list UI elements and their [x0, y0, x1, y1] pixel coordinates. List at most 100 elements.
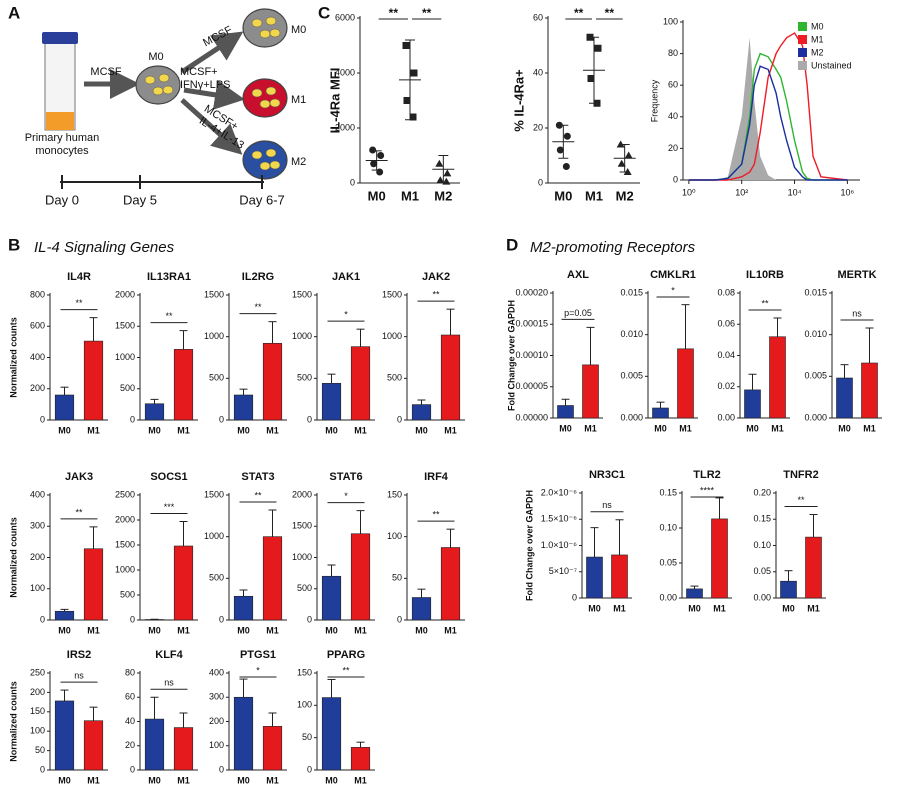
bar [861, 362, 878, 419]
point [624, 151, 633, 159]
cell-label: M1 [291, 94, 306, 106]
y-tick-label: 200 [209, 716, 224, 726]
y-tick-label: 400 [30, 352, 45, 362]
y-tick-label: 200 [30, 552, 45, 562]
bar [582, 364, 599, 419]
organelle [265, 16, 277, 26]
x-tick-label: M1 [177, 775, 190, 785]
chart-title: STAT3 [241, 471, 274, 483]
y-tick-label: 200 [30, 687, 45, 697]
x-tick-label: M0 [58, 425, 71, 435]
organelle [269, 98, 281, 108]
x-tick-label: M0 [325, 425, 338, 435]
y-tick-label: 2.0×10⁻⁶ [541, 487, 578, 497]
y-tick-label: 60 [668, 80, 678, 90]
x-tick-label: M1 [807, 603, 820, 613]
cell [242, 8, 288, 48]
bar [173, 545, 194, 621]
y-tick-label: 50 [35, 745, 45, 755]
x-tick-label: M0 [654, 423, 667, 433]
bar [321, 575, 342, 621]
y-tick-label: 5×10⁻⁷ [549, 566, 577, 576]
bar [350, 346, 371, 421]
y-tick-label: 40 [125, 716, 135, 726]
x-tick-label: M1 [354, 775, 367, 785]
condition-label: MCSF+ [180, 66, 218, 78]
point [563, 132, 571, 140]
tube-label: monocytes [35, 145, 89, 157]
point [562, 163, 570, 170]
cell [135, 65, 181, 105]
y-tick-label: 0 [219, 614, 224, 624]
bar [262, 343, 283, 421]
significance-label: ** [389, 6, 399, 20]
organelle [259, 161, 271, 171]
bar [173, 727, 194, 771]
bar [611, 554, 628, 599]
step-label: MCSF [90, 66, 121, 78]
y-tick-label: 0.08 [717, 287, 735, 297]
chart-title: CMKLR1 [650, 269, 696, 281]
y-tick-label: 2500 [115, 489, 135, 499]
y-tick-label: 0 [538, 177, 543, 187]
significance-label: ** [432, 290, 440, 300]
panel-label: B [8, 235, 20, 254]
x-tick-label: M1 [177, 625, 190, 635]
organelle [265, 148, 277, 158]
y-tick-label: 1000 [204, 331, 224, 341]
y-tick-label: 500 [297, 373, 312, 383]
x-tick-label: M0 [838, 423, 851, 433]
bar [677, 348, 694, 419]
y-tick-label: 1500 [204, 289, 224, 299]
significance-label: ns [602, 500, 612, 510]
bar [262, 536, 283, 621]
y-tick-label: 1500 [115, 539, 135, 549]
significance-label: ns [852, 308, 862, 318]
y-tick-label: 500 [209, 573, 224, 583]
point [403, 97, 411, 104]
significance-label: ** [75, 298, 83, 308]
x-tick-label: M0 [746, 423, 759, 433]
cell-label: M0 [148, 51, 163, 63]
significance-label: ** [254, 302, 262, 312]
significance-label: ** [254, 490, 262, 500]
y-tick-label: 50 [302, 732, 312, 742]
y-tick-label: 100 [30, 583, 45, 593]
timeline-label: Day 0 [45, 192, 79, 207]
x-tick-label: M0 [148, 625, 161, 635]
legend-label: M1 [811, 34, 824, 44]
significance-label: ** [342, 665, 350, 675]
organelle [265, 86, 277, 96]
chart-title: JAK2 [422, 271, 450, 283]
y-tick-label: 0 [307, 414, 312, 424]
chart-title: IRS2 [67, 649, 91, 661]
x-tick-label: M0 [559, 423, 572, 433]
condition-label: IFNγ+LPS [180, 79, 230, 91]
tube-cells [46, 112, 74, 130]
significance-label: ** [797, 495, 805, 505]
significance-label: ** [574, 6, 584, 20]
bar [411, 404, 432, 421]
tube-label: Primary human [25, 132, 100, 144]
bar [350, 533, 371, 621]
significance-label: ns [74, 670, 84, 680]
y-tick-label: 2000 [335, 122, 355, 132]
x-tick-label: M0 [148, 775, 161, 785]
bar [173, 349, 194, 421]
significance-label: ** [75, 507, 83, 517]
y-tick-label: 20 [533, 122, 543, 132]
arrow [180, 98, 243, 155]
y-tick-label: 60 [125, 692, 135, 702]
y-tick-label: 400 [30, 489, 45, 499]
x-tick-label: M1 [87, 625, 100, 635]
y-tick-label: 0.005 [804, 371, 827, 381]
bar [233, 595, 254, 621]
y-tick-label: 0.00005 [515, 381, 548, 391]
x-tick-label: M1 [584, 423, 597, 433]
y-axis-label: IL-4Ra MFI [327, 68, 342, 134]
significance-label: ** [422, 6, 432, 20]
x-tick-label: M0 [688, 603, 701, 613]
x-tick-label: M1 [713, 603, 726, 613]
significance-label: p=0.05 [564, 308, 592, 318]
bar [54, 394, 75, 421]
